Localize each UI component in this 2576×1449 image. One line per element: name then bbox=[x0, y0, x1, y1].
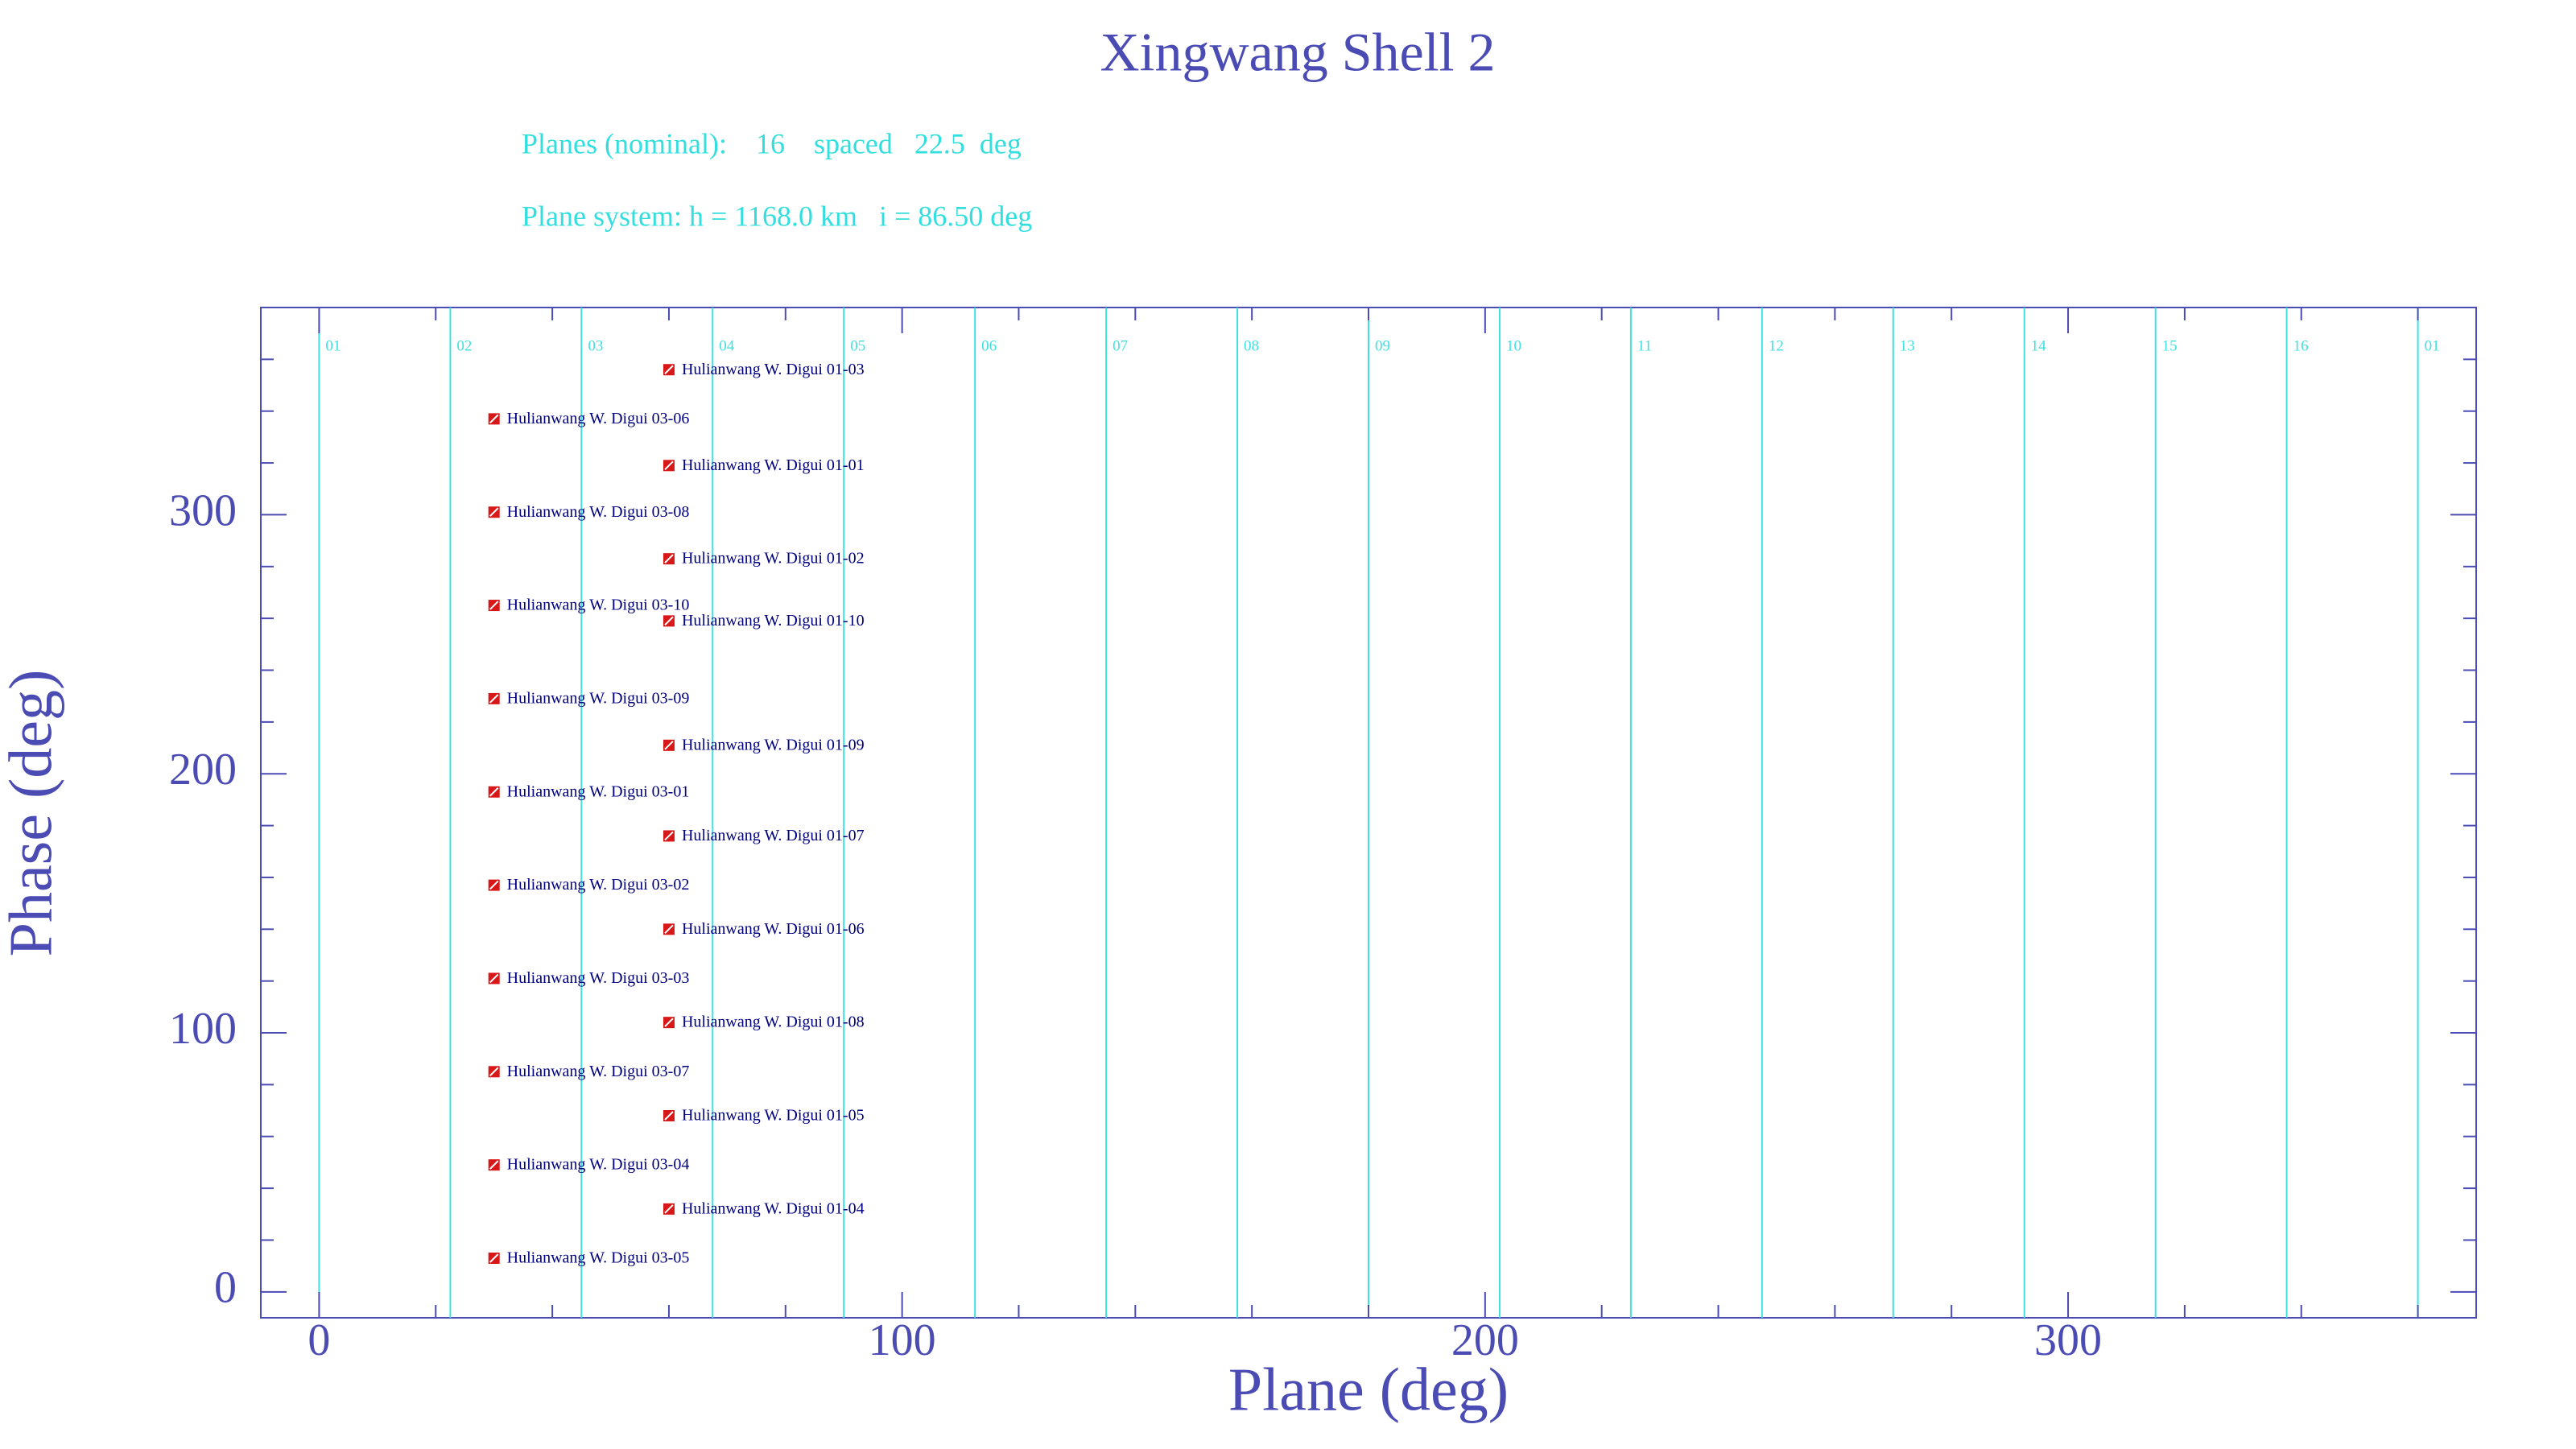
marker-detail bbox=[664, 365, 674, 374]
marker-detail bbox=[664, 460, 674, 471]
satellite-label: Hulianwang W. Digui 01-01 bbox=[682, 456, 865, 474]
marker-detail bbox=[489, 1253, 499, 1263]
satellite-label: Hulianwang W. Digui 03-06 bbox=[507, 410, 690, 427]
satellite-label: Hulianwang W. Digui 01-06 bbox=[682, 920, 865, 938]
marker-detail bbox=[489, 787, 499, 797]
plane-label: 07 bbox=[1113, 337, 1128, 354]
plane-label: 01 bbox=[325, 337, 341, 354]
satellite-label: Hulianwang W. Digui 03-10 bbox=[507, 597, 690, 614]
x-tick-label: 100 bbox=[869, 1315, 936, 1365]
marker-detail bbox=[664, 1111, 674, 1121]
marker-detail bbox=[664, 1018, 674, 1027]
x-tick-label: 0 bbox=[308, 1315, 330, 1365]
y-tick-label: 200 bbox=[169, 745, 237, 795]
satellite-label: Hulianwang W. Digui 03-04 bbox=[507, 1156, 690, 1174]
plane-label: 12 bbox=[1769, 337, 1784, 354]
marker-detail bbox=[489, 601, 499, 610]
x-tick-label: 200 bbox=[1451, 1315, 1519, 1365]
plane-label: 13 bbox=[1900, 337, 1915, 354]
plane-label: 06 bbox=[981, 337, 997, 354]
satellite-label: Hulianwang W. Digui 03-08 bbox=[507, 503, 690, 521]
y-tick-label: 100 bbox=[169, 1004, 237, 1054]
satellite-label: Hulianwang W. Digui 01-02 bbox=[682, 550, 865, 568]
annotation: Planes (nominal): 16 spaced 22.5 deg bbox=[522, 127, 1022, 159]
y-axis-label: Phase (deg) bbox=[0, 670, 64, 957]
plane-label: 05 bbox=[850, 337, 865, 354]
satellite-label: Hulianwang W. Digui 01-09 bbox=[682, 736, 865, 753]
marker-detail bbox=[664, 1204, 674, 1214]
plane-label: 02 bbox=[456, 337, 472, 354]
satellite-label: Hulianwang W. Digui 01-10 bbox=[682, 612, 865, 630]
plane-label: 11 bbox=[1637, 337, 1652, 354]
satellite-label: Hulianwang W. Digui 01-03 bbox=[682, 361, 865, 378]
marker-detail bbox=[664, 741, 674, 750]
plane-label: 01 bbox=[2425, 337, 2440, 354]
satellite-label: Hulianwang W. Digui 01-05 bbox=[682, 1107, 865, 1125]
plane-label: 16 bbox=[2293, 337, 2309, 354]
y-tick-label: 300 bbox=[169, 485, 237, 535]
satellite-label: Hulianwang W. Digui 03-09 bbox=[507, 690, 690, 708]
marker-detail bbox=[664, 924, 674, 935]
marker-detail bbox=[489, 880, 499, 890]
marker-detail bbox=[664, 616, 674, 626]
marker-detail bbox=[489, 1160, 499, 1170]
plane-label: 03 bbox=[588, 337, 603, 354]
satellite-label: Hulianwang W. Digui 01-07 bbox=[682, 827, 865, 844]
plane-label: 10 bbox=[1506, 337, 1521, 354]
satellite-label: Hulianwang W. Digui 01-04 bbox=[682, 1199, 865, 1217]
x-axis-label: Plane (deg) bbox=[1228, 1356, 1509, 1423]
marker-detail bbox=[489, 694, 499, 704]
marker-detail bbox=[489, 1067, 499, 1077]
satellite-label: Hulianwang W. Digui 03-02 bbox=[507, 876, 690, 894]
x-tick-label: 300 bbox=[2034, 1315, 2102, 1365]
plane-label: 14 bbox=[2031, 337, 2047, 354]
marker-detail bbox=[664, 831, 674, 841]
plane-label: 09 bbox=[1375, 337, 1390, 354]
satellite-label: Hulianwang W. Digui 03-01 bbox=[507, 782, 690, 800]
marker-detail bbox=[489, 414, 499, 424]
satellite-label: Hulianwang W. Digui 03-05 bbox=[507, 1249, 690, 1267]
chart-title: Xingwang Shell 2 bbox=[1100, 22, 1495, 83]
satellite-label: Hulianwang W. Digui 01-08 bbox=[682, 1013, 865, 1031]
plane-label: 04 bbox=[719, 337, 735, 354]
annotation: Plane system: h = 1168.0 km i = 86.50 de… bbox=[522, 200, 1032, 232]
marker-detail bbox=[489, 507, 499, 517]
y-tick-label: 0 bbox=[214, 1263, 237, 1313]
marker-detail bbox=[489, 973, 499, 984]
plane-label: 08 bbox=[1244, 337, 1259, 354]
satellite-label: Hulianwang W. Digui 03-07 bbox=[507, 1063, 690, 1080]
satellite-label: Hulianwang W. Digui 03-03 bbox=[507, 969, 690, 987]
marker-detail bbox=[664, 554, 674, 564]
plane-label: 15 bbox=[2162, 337, 2178, 354]
